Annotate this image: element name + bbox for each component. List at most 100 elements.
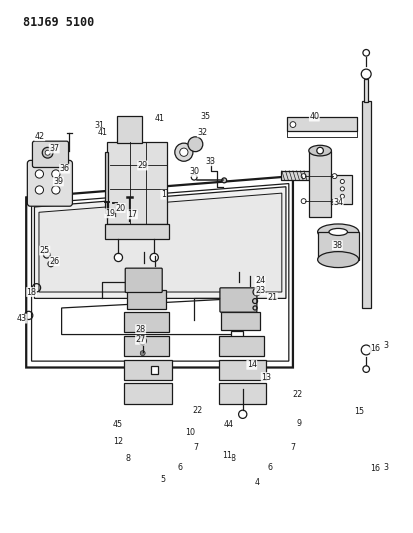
- Bar: [318, 232, 359, 260]
- Text: 28: 28: [135, 325, 146, 334]
- Bar: [117, 116, 142, 143]
- Text: 34: 34: [333, 198, 343, 207]
- Bar: [124, 336, 169, 356]
- Text: 14: 14: [247, 360, 257, 369]
- Bar: [219, 336, 264, 356]
- Circle shape: [361, 345, 371, 355]
- Text: 43: 43: [17, 314, 27, 323]
- Text: 1: 1: [161, 190, 166, 199]
- Text: 16: 16: [370, 464, 380, 473]
- Circle shape: [140, 351, 145, 356]
- Text: 19: 19: [105, 209, 115, 218]
- Bar: [280, 171, 309, 180]
- Bar: [127, 290, 166, 309]
- Circle shape: [222, 178, 227, 183]
- Bar: [124, 383, 171, 403]
- Ellipse shape: [318, 252, 359, 268]
- Circle shape: [340, 194, 344, 198]
- FancyBboxPatch shape: [220, 288, 257, 312]
- Circle shape: [180, 148, 188, 156]
- Text: 26: 26: [49, 257, 59, 265]
- Circle shape: [150, 253, 158, 262]
- Bar: [309, 151, 331, 217]
- Text: 39: 39: [53, 177, 63, 186]
- Polygon shape: [62, 298, 242, 335]
- Circle shape: [188, 137, 203, 152]
- Circle shape: [35, 170, 43, 178]
- Circle shape: [301, 199, 306, 204]
- Text: 3: 3: [383, 463, 388, 472]
- Text: 15: 15: [354, 407, 365, 416]
- Bar: [107, 142, 166, 224]
- Bar: [219, 360, 266, 379]
- Circle shape: [42, 148, 53, 158]
- Circle shape: [361, 69, 371, 79]
- Text: 8: 8: [126, 455, 131, 463]
- Bar: [124, 312, 169, 332]
- Text: 16: 16: [370, 344, 380, 353]
- Bar: [231, 332, 243, 343]
- Circle shape: [45, 150, 50, 155]
- Circle shape: [301, 174, 306, 179]
- Text: 11: 11: [222, 451, 232, 460]
- Text: 35: 35: [201, 112, 211, 121]
- Bar: [362, 101, 371, 308]
- Text: 6: 6: [177, 463, 182, 472]
- Polygon shape: [26, 176, 293, 368]
- Text: 27: 27: [135, 335, 146, 344]
- Text: 41: 41: [154, 114, 164, 123]
- Circle shape: [52, 186, 60, 194]
- Text: 22: 22: [292, 390, 302, 399]
- FancyBboxPatch shape: [125, 268, 162, 293]
- Polygon shape: [34, 187, 286, 298]
- Text: 38: 38: [332, 241, 342, 250]
- Bar: [221, 312, 261, 330]
- Circle shape: [290, 122, 296, 127]
- Circle shape: [175, 143, 193, 161]
- Text: 10: 10: [185, 428, 195, 437]
- Bar: [219, 383, 266, 403]
- Text: 45: 45: [113, 420, 123, 429]
- Text: 29: 29: [138, 161, 148, 170]
- Text: 37: 37: [49, 144, 59, 153]
- Text: 40: 40: [309, 112, 319, 121]
- Bar: [331, 174, 352, 204]
- Text: 25: 25: [40, 246, 50, 255]
- Polygon shape: [39, 193, 282, 292]
- Bar: [105, 224, 169, 239]
- Text: 20: 20: [115, 204, 125, 213]
- Bar: [287, 117, 357, 132]
- Text: 3: 3: [383, 341, 388, 350]
- Text: 30: 30: [189, 167, 199, 176]
- Text: 6: 6: [268, 463, 273, 472]
- Text: 24: 24: [255, 276, 265, 285]
- Circle shape: [332, 174, 337, 179]
- Text: 81J69 5100: 81J69 5100: [23, 15, 95, 29]
- Text: 8: 8: [231, 455, 236, 463]
- Circle shape: [239, 410, 247, 418]
- Circle shape: [340, 187, 344, 191]
- Circle shape: [363, 50, 370, 56]
- Bar: [124, 360, 171, 379]
- Ellipse shape: [309, 146, 331, 156]
- Text: 18: 18: [26, 287, 37, 296]
- Circle shape: [317, 147, 323, 154]
- Circle shape: [114, 253, 123, 262]
- Ellipse shape: [318, 224, 359, 240]
- Text: 9: 9: [296, 419, 301, 428]
- Bar: [364, 79, 368, 102]
- Text: 12: 12: [113, 437, 123, 446]
- Circle shape: [363, 366, 370, 373]
- Text: 5: 5: [161, 475, 166, 483]
- Circle shape: [35, 186, 43, 194]
- Text: 36: 36: [59, 164, 69, 173]
- Bar: [105, 152, 108, 213]
- Text: 17: 17: [127, 210, 138, 219]
- FancyBboxPatch shape: [33, 141, 69, 167]
- Text: 42: 42: [35, 132, 45, 141]
- FancyBboxPatch shape: [27, 160, 72, 206]
- Text: 32: 32: [197, 128, 207, 137]
- Text: 23: 23: [255, 286, 265, 295]
- Circle shape: [332, 199, 337, 204]
- Bar: [151, 367, 158, 374]
